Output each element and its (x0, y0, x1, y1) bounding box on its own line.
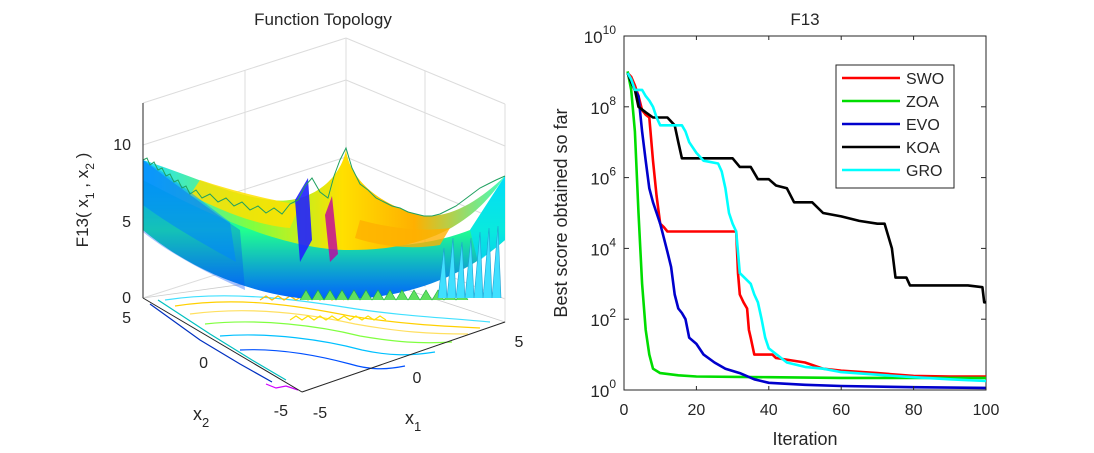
y-tick-label: 108 (590, 94, 616, 118)
z-tick-label: 0 (122, 290, 131, 307)
legend-label-zoa: ZOA (906, 94, 939, 111)
z-tick-label: 5 (122, 214, 131, 231)
x-tick-label: 80 (905, 402, 923, 419)
surface-axes (142, 103, 506, 393)
convergence-plot: F13 0 20 40 60 80 100 100 102 104 106 108 1010 Ite… (551, 10, 999, 449)
surface-y-ticks: -5 0 5 (122, 310, 288, 420)
series-line-gro (626, 72, 986, 383)
x-tick-label: 5 (515, 334, 524, 351)
series-line-koa (626, 72, 986, 304)
y-tick-label: 104 (590, 235, 616, 259)
y-tick-label: 106 (590, 165, 616, 189)
legend-label-swo: SWO (906, 71, 944, 88)
x-tick-label: 0 (620, 402, 629, 419)
x-tick-label: 60 (832, 402, 850, 419)
surface-x-label: x1 (405, 408, 421, 434)
legend-label-gro: GRO (906, 163, 942, 180)
surface-title: Function Topology (254, 10, 392, 29)
z-tick-label: 10 (113, 137, 131, 154)
surface-plot: Function Topology (73, 10, 524, 434)
x-axis-label: Iteration (772, 429, 837, 449)
series-line-zoa (626, 71, 986, 380)
legend-label-koa: KOA (906, 140, 940, 157)
y-tick-label: 0 (199, 355, 208, 372)
surface-z-ticks: 0 5 10 (113, 137, 131, 307)
legend-box (835, 64, 955, 189)
plot-title: F13 (790, 10, 819, 29)
x-tick-label: 20 (688, 402, 706, 419)
surface-y-label: x2 (193, 404, 209, 430)
surface-x-ticks: -5 0 5 (313, 334, 524, 422)
y-tick-label: 100 (590, 377, 616, 401)
x-tick-label: 40 (760, 402, 778, 419)
series-line-evo (626, 72, 986, 390)
legend-label-evo: EVO (906, 117, 940, 134)
x-tick-label: 100 (973, 402, 1000, 419)
legend: SWO ZOA EVO KOA GRO (835, 64, 955, 189)
x-tick-label: -5 (313, 405, 327, 422)
x-tick-label: 0 (413, 370, 422, 387)
contour-plane (141, 269, 507, 393)
surface-z-label: F13( x1 , x2 ) (73, 153, 97, 248)
surface-mesh (142, 146, 506, 301)
y-tick-label: 102 (590, 306, 616, 330)
y-tick-label: 5 (122, 310, 131, 327)
y-axis-label: Best score obtained so far (551, 108, 571, 317)
y-tick-label: -5 (274, 403, 288, 420)
y-tick-label: 1010 (584, 23, 617, 47)
